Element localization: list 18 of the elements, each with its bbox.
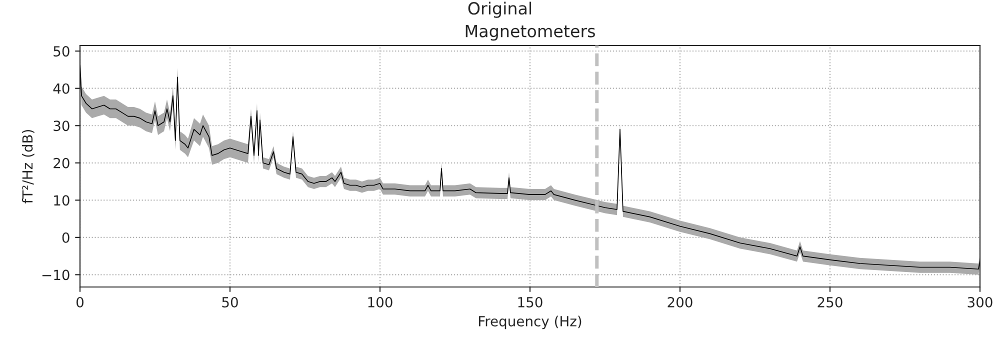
y-tick-label: 40 <box>53 83 70 94</box>
x-tick-label: 100 <box>368 296 392 308</box>
y-tick-label: 10 <box>54 195 70 206</box>
x-tick-label: 0 <box>76 296 84 308</box>
y-tick-label: 0 <box>62 232 70 243</box>
y-tick-label: −10 <box>42 270 70 280</box>
y-axis-title: fT²/Hz (dB) <box>22 130 34 204</box>
chart-title: Original <box>468 2 532 18</box>
y-tick-label: 30 <box>54 120 70 132</box>
y-tick-label: 50 <box>54 46 70 57</box>
x-tick-label: 250 <box>818 296 842 308</box>
x-tick-label: 200 <box>668 296 692 308</box>
x-axis-title: Frequency (Hz) <box>478 316 582 330</box>
y-tick-label: 20 <box>54 158 70 168</box>
x-tick-label: 150 <box>518 296 542 308</box>
x-tick-label: 300 <box>968 296 992 308</box>
chart-subtitle: Magnetometers <box>466 25 595 41</box>
x-tick-label: 50 <box>222 296 238 308</box>
